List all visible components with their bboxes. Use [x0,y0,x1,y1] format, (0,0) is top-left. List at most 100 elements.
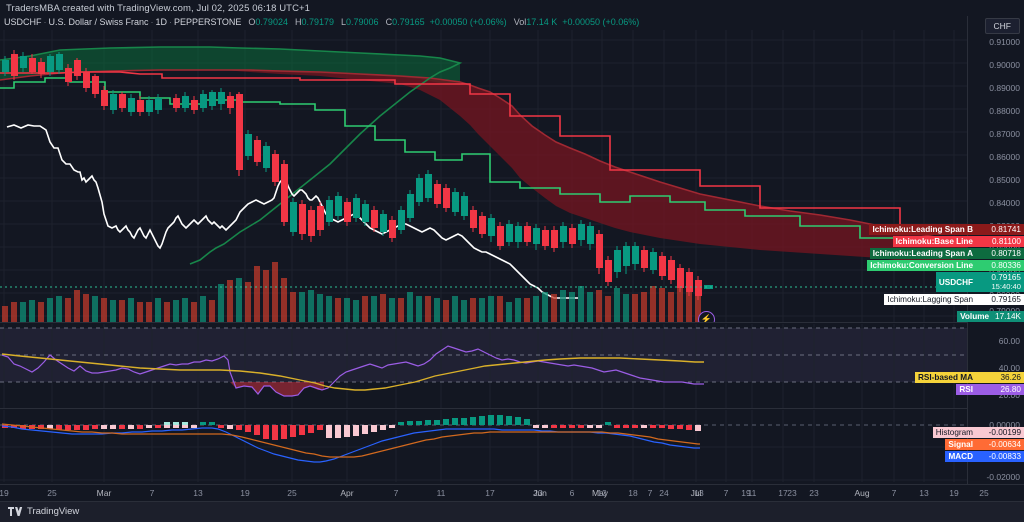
time-tick: 19 [240,488,250,498]
time-tick: 13 [193,488,203,498]
time-tick: 7 [149,488,155,498]
rsi-tag[interactable]: RSI 26.80 [956,384,1024,395]
tradingview-logo[interactable]: TradingView [8,506,79,517]
time-tick: 13 [694,488,704,498]
time-tick: May [591,488,609,498]
watermark-top: TradersMBA created with TradingView.com,… [6,3,311,14]
low-key: L [341,17,347,27]
volume-bars [2,262,701,322]
rsi-chart-svg [0,324,968,408]
time-tick: 19 [741,488,751,498]
volume-label: Vol17.14 K [514,17,558,27]
legend-tag-conversion-line[interactable]: Ichimoku:Conversion Line 0.80336 [867,260,1024,271]
time-tick: 11 [747,488,757,498]
time-scale[interactable]: 19 25 Mar 7 13 19 25 Apr 7 11 17 23 May 7 13 19 23 Jun 6 12… [0,484,1024,502]
macd-tick: 0.00000 [989,420,1020,430]
legend-tag-base-line[interactable]: Ichimoku:Base Line 0.81100 [892,236,1024,247]
legend-tag-leading-span-a[interactable]: Ichimoku:Leading Span A 0.80718 [869,248,1024,259]
price-tick: 0.88000 [989,106,1020,116]
time-tick: 7 [647,488,653,498]
time-tick: Jun [533,488,547,498]
exchange-label: PEPPERSTONE [174,17,242,27]
rsi-oversold-fill [230,382,324,396]
symbol-info-bar: USDCHF · U.S. Dollar / Swiss Franc · 1D … [4,16,639,28]
ohlc-low: L0.79006 [341,17,379,27]
time-tick: 25 [979,488,989,498]
rsi-label: RSI [956,384,976,395]
macd-chart-svg [0,410,968,482]
legend-value: 0.80336 [976,260,1024,271]
ohlc-close: C0.79165 [386,17,425,27]
time-tick: 7 [393,488,399,498]
rsi-line [1,345,704,397]
time-tick: 19 [949,488,959,498]
time-tick: 25 [287,488,297,498]
legend-value: 0.79165 [976,294,1024,305]
volume-tag[interactable]: Volume 17.14K [957,311,1024,322]
rsi-ma-tag[interactable]: RSI-based MA 36.26 [914,372,1024,383]
open-key: O [248,17,256,27]
time-tick: 7 [723,488,729,498]
time-tick: 19 [0,488,9,498]
current-price-value: 0.79165 [991,272,1021,282]
symbol-description: U.S. Dollar / Swiss Franc [48,17,149,27]
horizontal-gridlines [0,39,968,317]
interval-label[interactable]: 1D [155,17,168,27]
open-value: 0.79024 [255,17,288,27]
rsi-tick: 20.00 [998,390,1020,400]
legend-tag-lagging-span[interactable]: Ichimoku:Lagging Span 0.79165 [884,294,1024,305]
legend-tag-leading-span-b[interactable]: Ichimoku:Leading Span B 0.81741 [869,224,1024,235]
macd-histogram [2,415,701,440]
macd-histogram-tag[interactable]: Histogram -0.00199 [932,427,1024,438]
price-tick: 0.84000 [989,198,1020,208]
signal-label: Signal [945,439,976,450]
rsi-tick: 40.00 [998,363,1020,373]
macd-label: MACD [945,451,976,462]
lightning-badge-icon[interactable]: ⚡ [698,311,715,322]
vol-key: Vol [513,17,527,27]
pane-separator-1[interactable] [0,322,1024,323]
time-tick: 25 [47,488,57,498]
macd-value: -0.00833 [976,451,1024,462]
time-tick: 24 [659,488,669,498]
price-tick: 0.86000 [989,152,1020,162]
ohlc-high: H0.79179 [295,17,334,27]
legend-label: Ichimoku:Leading Span A [869,248,976,259]
time-tick: 7 [891,488,897,498]
price-tick: 0.87000 [989,129,1020,139]
macd-signal-tag[interactable]: Signal -0.00634 [945,439,1024,450]
macd-pane[interactable] [0,410,968,482]
ichimoku-cloud-bullish [0,47,460,85]
time-tick: 12 [597,488,607,498]
rsi-pane[interactable] [0,324,968,408]
time-tick: Jul [690,488,702,498]
legend-label: Ichimoku:Leading Span B [869,224,976,235]
tradingview-wordmark: TradingView [27,506,80,517]
price-tick: 0.91000 [989,37,1020,47]
macd-signal-line [1,423,700,458]
time-tick: 6 [569,488,575,498]
close-key: C [385,17,393,27]
bar-countdown: 15:40:40 [991,282,1021,291]
price-pane[interactable]: ⚡ [0,30,968,322]
pane-separator-2[interactable] [0,408,1024,409]
currency-label[interactable]: CHF [984,18,1020,34]
macd-tag[interactable]: MACD -0.00833 [945,451,1024,462]
ohlc-open: O0.79024 [248,17,288,27]
current-price-tag[interactable]: USDCHF 0.79165 15:40:40 [935,272,1024,292]
histogram-value: -0.00199 [976,427,1024,438]
price-scale[interactable]: CHF 0.91000 0.90000 0.89000 0.88000 0.87… [867,16,1024,503]
time-tick: 18 [628,488,638,498]
time-tick: 17 [485,488,495,498]
low-value: 0.79006 [346,17,379,27]
legend-value: 0.80718 [976,248,1024,259]
tradingview-mark-icon [8,506,23,517]
price-chart-svg [0,30,968,322]
legend-value: 0.81100 [976,236,1024,247]
legend-label: Ichimoku:Conversion Line [867,260,976,271]
time-tick: Mar [96,488,112,498]
rsi-ma-value: 36.26 [976,372,1024,383]
leading-span-b-line [0,69,968,243]
symbol-ticker[interactable]: USDCHF [4,17,42,27]
